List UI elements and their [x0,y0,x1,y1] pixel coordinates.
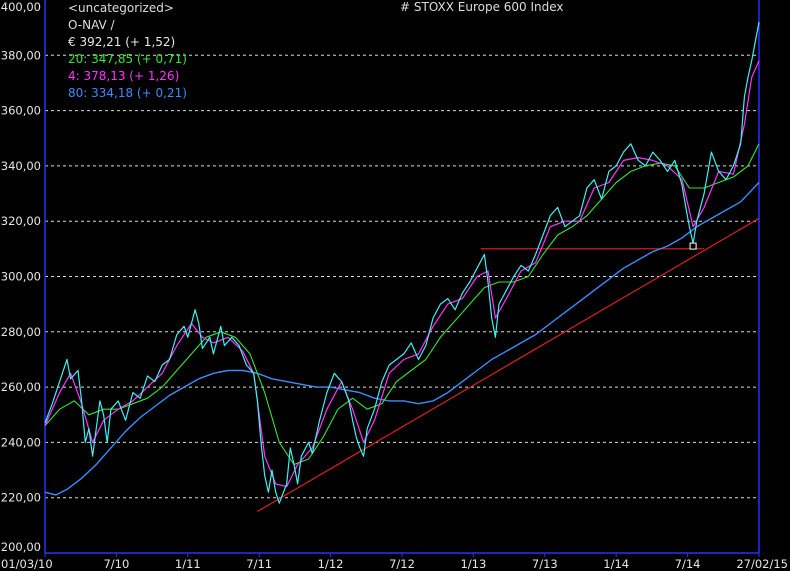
x-tick-label: 01/03/10 [1,557,53,571]
legend: <uncategorized> O-NAV / € 392,21 (+ 1,52… [68,0,187,102]
x-tick-label: 7/14 [675,557,701,571]
series-ma20 [44,143,760,466]
legend-ma4: 4: 378,13 (+ 1,26) [68,69,180,83]
series-trend [257,217,760,512]
y-tick-label: 200,00 [1,540,41,554]
chart-title: # STOXX Europe 600 Index [400,0,564,14]
y-tick-label: 260,00 [1,380,41,394]
y-tick-label: 300,00 [1,270,41,284]
x-tick-label: 1/13 [460,557,486,571]
series-price [44,21,760,504]
y-tick-label: 240,00 [1,435,41,449]
legend-ma20: 20: 347,85 (+ 0,71) [68,52,187,66]
legend-ma80: 80: 334,18 (+ 0,21) [68,86,187,100]
y-tick-label: 220,00 [1,491,41,505]
x-tick-label: 7/13 [532,557,558,571]
y-tick-label: 320,00 [1,214,41,228]
y-tick-label: 340,00 [1,159,41,173]
x-tick-label: 7/10 [103,557,129,571]
series-ma80 [44,182,760,496]
category-label: <uncategorized> [68,1,174,15]
legend-price: € 392,21 (+ 1,52) [68,35,176,49]
y-tick-label: 280,00 [1,325,41,339]
marker-point [689,242,697,250]
x-tick-label: 27/02/15 [736,557,788,571]
y-tick-label: 380,00 [1,48,41,62]
y-tick-label: 400,00 [1,0,41,14]
x-tick-label: 1/12 [318,557,344,571]
x-tick-label: 7/12 [389,557,415,571]
x-tick-label: 7/11 [246,557,272,571]
nav-label: O-NAV / [68,18,115,32]
x-tick-label: 1/11 [175,557,201,571]
y-tick-label: 360,00 [1,104,41,118]
series-ma4 [44,60,760,488]
x-tick-label: 1/14 [603,557,629,571]
